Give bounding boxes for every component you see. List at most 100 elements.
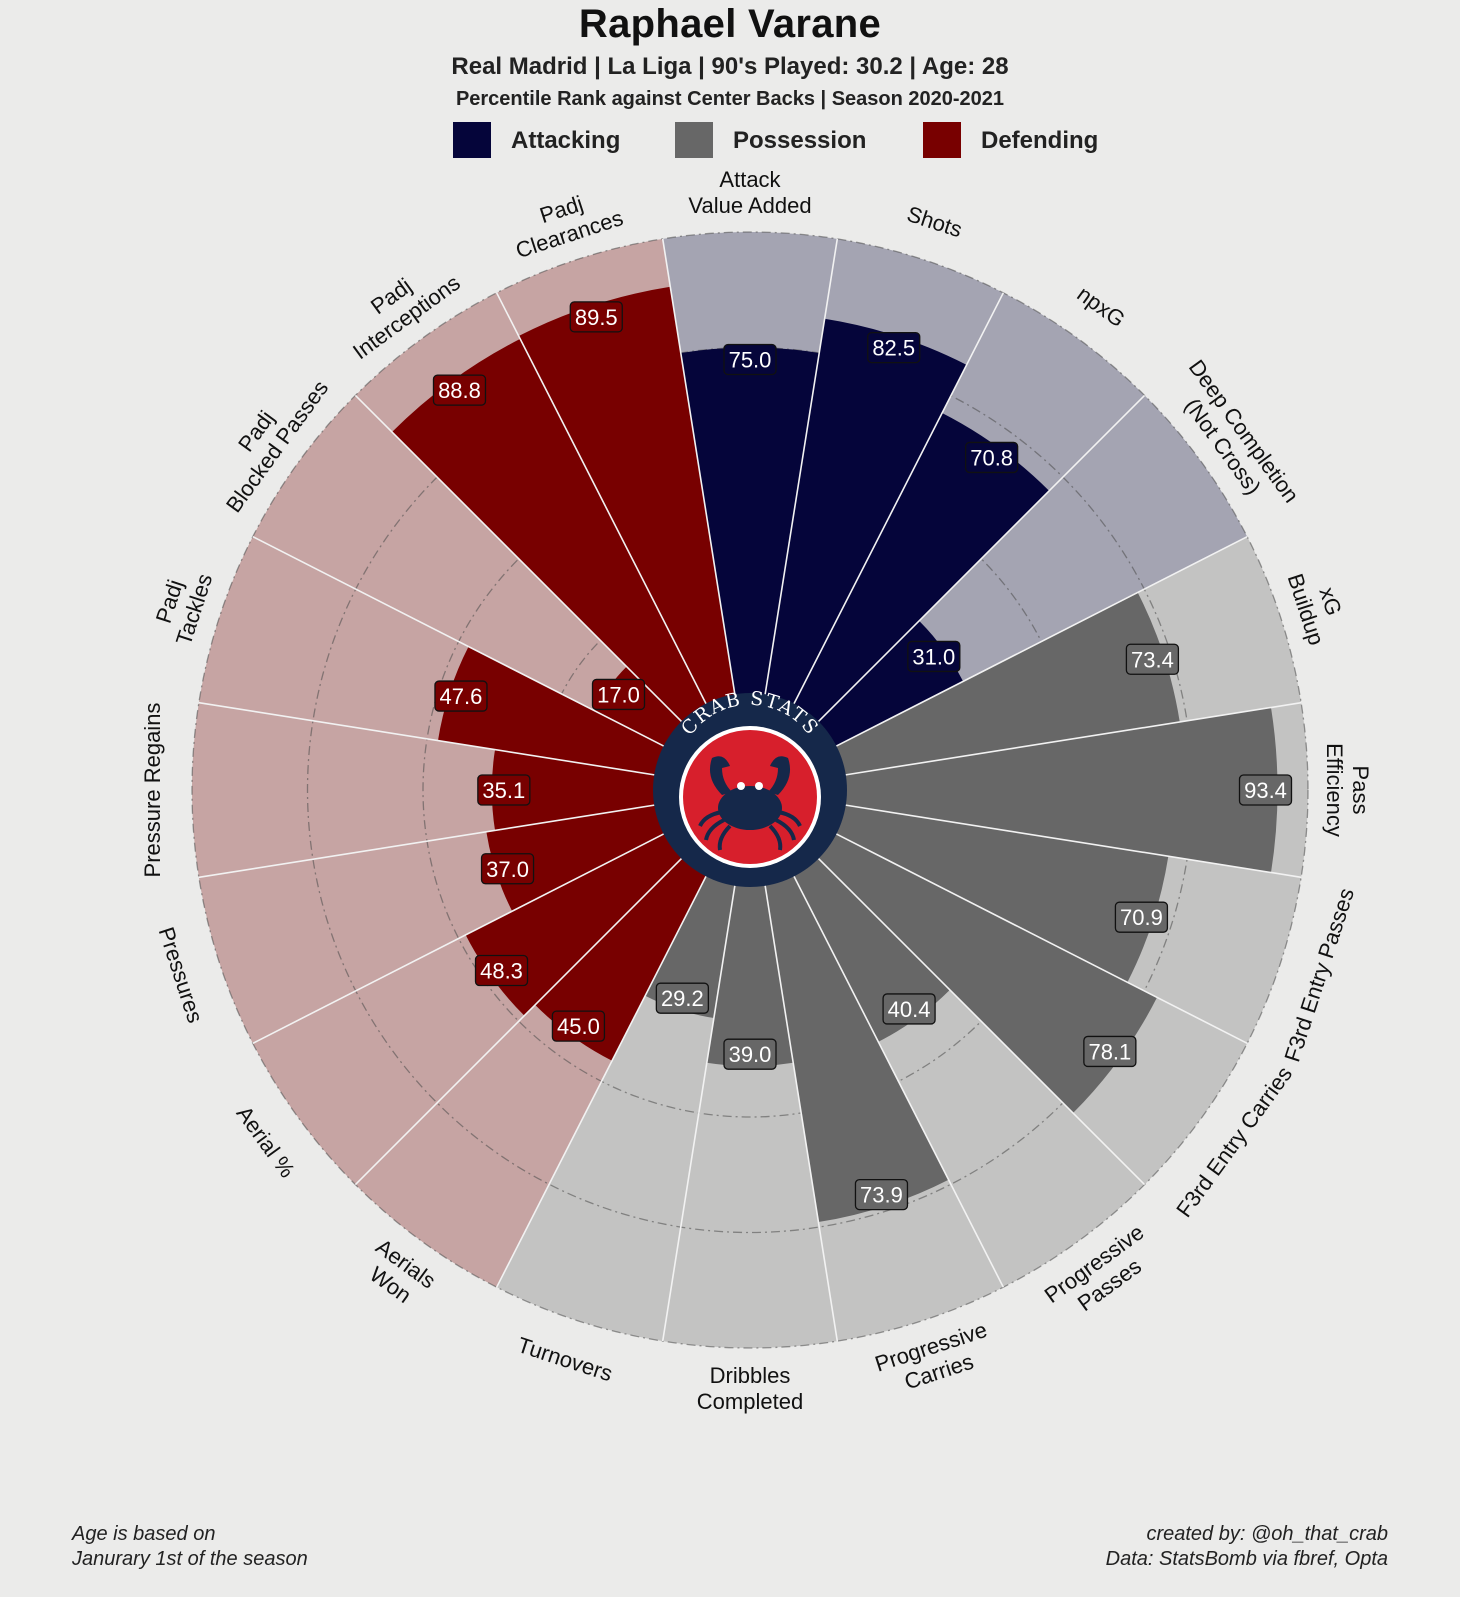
value-label-text: 88.8 <box>438 378 481 403</box>
wedge-separator <box>198 701 656 776</box>
bar-xg-buildup <box>835 592 1180 775</box>
bar-aerials-won <box>535 857 707 1061</box>
value-label-deep-completion-not-cross: 31.0 <box>907 640 961 673</box>
bar-padj-clearances <box>518 286 735 705</box>
wedge-separator <box>354 857 683 1186</box>
value-label-box <box>1114 901 1169 933</box>
chart-title: Raphael Varane <box>578 2 882 46</box>
value-label-shots: 82.5 <box>867 331 921 364</box>
bar-attack-value-added <box>680 347 820 696</box>
value-label-padj-blocked-passes: 17.0 <box>591 678 646 711</box>
value-label-box <box>1238 774 1293 806</box>
wedge-separator <box>817 394 1146 723</box>
value-label-text: 75.0 <box>729 348 772 373</box>
category-label-npxg: npxG <box>1073 281 1130 332</box>
value-label-box <box>551 1010 606 1042</box>
wedge-separator <box>835 535 1248 748</box>
category-label-line: Value Added <box>688 193 811 218</box>
category-label-attack-value-added: Attack Value Added <box>688 167 811 218</box>
bar-turnovers <box>645 875 735 1019</box>
value-label-box <box>907 640 961 673</box>
value-label-box <box>854 1178 909 1211</box>
value-label-box <box>655 982 710 1014</box>
category-label-line: Shots <box>904 201 965 242</box>
value-label-text: 82.5 <box>872 336 915 361</box>
value-label-aerials-won: 45.0 <box>551 1010 606 1042</box>
value-label-text: 17.0 <box>597 682 640 707</box>
wedge-separator <box>792 292 1005 705</box>
value-label-text: 29.2 <box>661 986 704 1011</box>
category-label-shots: Shots <box>904 201 965 242</box>
wedge-separator <box>495 292 708 705</box>
value-label-dribbles-completed: 39.0 <box>723 1038 777 1070</box>
value-label-padj-interceptions: 88.8 <box>432 374 487 406</box>
value-label-text: 73.9 <box>860 1183 903 1208</box>
value-label-padj-clearances: 89.5 <box>569 301 623 333</box>
bar-npxg <box>793 413 1050 723</box>
value-label-text: 78.1 <box>1088 1039 1131 1064</box>
value-label-text: 37.0 <box>486 857 529 882</box>
value-label-box <box>474 954 529 987</box>
legend-swatch-defending <box>923 122 961 158</box>
value-label-turnovers: 29.2 <box>655 982 710 1014</box>
value-label-progressive-passes: 40.4 <box>882 993 936 1025</box>
wedge-separator <box>764 884 839 1342</box>
bar-pass-efficiency <box>844 707 1278 873</box>
value-label-box <box>882 993 936 1025</box>
value-label-f3rd-entry-passes: 70.9 <box>1114 901 1169 933</box>
value-label-box <box>569 301 623 333</box>
value-label-text: 31.0 <box>912 644 955 669</box>
value-label-pass-efficiency: 93.4 <box>1238 774 1293 806</box>
value-label-text: 39.0 <box>729 1042 772 1067</box>
category-label-line: Pressures <box>154 924 208 1026</box>
wedge-separator <box>764 238 839 696</box>
category-label-line: Aerial % <box>232 1101 300 1182</box>
wedge-separator <box>817 857 1146 1186</box>
value-label-box <box>1083 1035 1137 1068</box>
value-label-box <box>434 680 488 712</box>
legend-label-attacking: Attacking <box>511 127 621 154</box>
category-label-xg-buildup: xGBuildup <box>1283 563 1354 649</box>
value-label-text: 45.0 <box>557 1014 600 1039</box>
legend-label-possession: Possession <box>733 127 867 154</box>
value-label-text: 89.5 <box>575 305 618 330</box>
legend-swatch-possession <box>675 122 713 158</box>
value-label-text: 40.4 <box>888 997 931 1022</box>
value-label-f3rd-entry-carries: 78.1 <box>1083 1035 1137 1068</box>
wedge-separator <box>844 804 1302 879</box>
wedge-separator <box>835 832 1248 1045</box>
legend-label-defending: Defending <box>981 127 1099 154</box>
value-label-box <box>964 441 1019 474</box>
footer-left-line1: Age is based on <box>72 1523 216 1545</box>
category-label-line: npxG <box>1073 281 1130 332</box>
footer-credit-line: created by: @oh_that_crab <box>1146 1523 1388 1545</box>
wedge-separator <box>495 875 708 1288</box>
wedge-separator <box>661 884 736 1342</box>
wedge-separator <box>198 804 656 879</box>
grid-circle-100 <box>191 231 1309 1349</box>
footer-left-note: Age is based on Janurary 1st of the seas… <box>72 1522 308 1572</box>
category-label-pass-efficiency: PassEfficiency <box>1322 743 1373 837</box>
percentile-subtitle: Percentile Rank against Center Backs | S… <box>455 88 1005 110</box>
footer-right-credits: created by: @oh_that_crab Data: StatsBom… <box>1106 1522 1388 1572</box>
bar-padj-interceptions <box>392 338 707 723</box>
value-label-text: 73.4 <box>1131 647 1174 672</box>
value-label-text: 35.1 <box>482 778 525 803</box>
wedge-separator <box>661 238 736 696</box>
value-label-pressures: 37.0 <box>480 853 535 885</box>
value-label-pressure-regains: 35.1 <box>477 774 531 806</box>
category-label-padj-tackles: PadjTackles <box>146 563 217 649</box>
value-label-progressive-carries: 73.9 <box>854 1178 909 1211</box>
category-label-line: Pressure Regains <box>140 703 165 878</box>
value-label-npxg: 70.8 <box>964 441 1019 474</box>
value-label-aerial: 48.3 <box>474 954 529 987</box>
value-label-box <box>432 374 487 406</box>
value-label-box <box>591 678 646 711</box>
value-label-padj-tackles: 47.6 <box>434 680 488 712</box>
value-label-box <box>723 1038 777 1070</box>
bar-padj-tackles <box>437 646 665 775</box>
crab-icon <box>698 756 802 851</box>
value-label-text: 93.4 <box>1244 778 1287 803</box>
bar-shots <box>765 318 967 705</box>
